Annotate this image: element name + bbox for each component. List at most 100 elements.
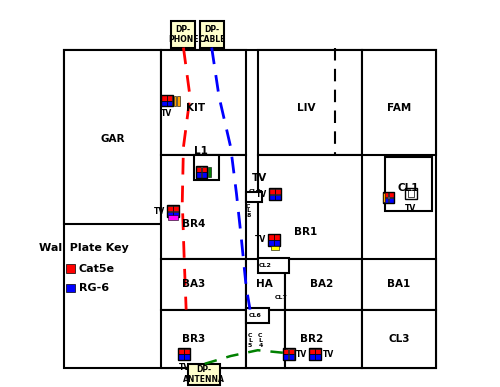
Bar bbox=[386, 157, 432, 211]
Bar bbox=[161, 95, 166, 101]
Bar bbox=[258, 50, 362, 155]
Text: C
L
5: C L 5 bbox=[248, 334, 252, 348]
Bar bbox=[167, 101, 172, 106]
Bar bbox=[202, 173, 207, 178]
Bar bbox=[268, 235, 274, 240]
Bar bbox=[270, 246, 279, 250]
Bar bbox=[309, 349, 314, 354]
Text: C
L
4: C L 4 bbox=[258, 334, 262, 348]
Text: CL2: CL2 bbox=[258, 263, 272, 267]
Bar bbox=[285, 259, 362, 310]
Bar bbox=[258, 155, 362, 259]
Bar bbox=[161, 259, 246, 310]
Bar bbox=[258, 258, 288, 273]
Text: BA2: BA2 bbox=[310, 279, 333, 289]
Bar bbox=[246, 259, 285, 310]
Text: BR3: BR3 bbox=[182, 334, 206, 344]
Bar bbox=[168, 215, 178, 220]
Text: TV: TV bbox=[256, 190, 267, 199]
Bar bbox=[174, 96, 176, 106]
Bar bbox=[315, 354, 320, 360]
Bar bbox=[64, 50, 161, 224]
Text: BA3: BA3 bbox=[182, 279, 206, 289]
Text: Wall Plate Key: Wall Plate Key bbox=[38, 243, 128, 253]
Text: CL6: CL6 bbox=[249, 313, 262, 318]
Bar bbox=[362, 310, 436, 368]
Text: DP-
PHONE: DP- PHONE bbox=[168, 25, 198, 44]
Bar bbox=[184, 349, 190, 354]
Bar bbox=[309, 348, 321, 360]
Text: L1: L1 bbox=[194, 146, 207, 156]
Bar bbox=[388, 198, 394, 203]
Bar bbox=[382, 193, 386, 202]
Bar bbox=[362, 259, 436, 310]
Bar bbox=[388, 192, 394, 197]
Text: DP-
ANTENNA: DP- ANTENNA bbox=[183, 365, 225, 384]
Bar bbox=[362, 50, 436, 155]
Bar bbox=[270, 189, 275, 194]
Bar bbox=[270, 195, 275, 200]
Bar bbox=[202, 167, 207, 172]
Bar bbox=[161, 101, 166, 106]
Text: TV: TV bbox=[178, 363, 190, 372]
Bar bbox=[64, 50, 436, 368]
Bar bbox=[246, 310, 285, 368]
Bar bbox=[194, 155, 219, 180]
Text: BR2: BR2 bbox=[300, 334, 324, 344]
Bar bbox=[275, 195, 280, 200]
Text: TV: TV bbox=[252, 173, 268, 183]
Bar bbox=[167, 206, 172, 211]
Text: LIV: LIV bbox=[297, 103, 316, 113]
Bar bbox=[200, 21, 224, 48]
Text: BR1: BR1 bbox=[294, 227, 318, 237]
Text: CL9: CL9 bbox=[248, 189, 262, 194]
Bar bbox=[66, 284, 74, 292]
Bar bbox=[382, 198, 388, 203]
Bar bbox=[309, 354, 314, 360]
Bar bbox=[167, 205, 179, 217]
Bar bbox=[315, 349, 320, 354]
Text: RG-6: RG-6 bbox=[78, 283, 108, 293]
Bar bbox=[173, 212, 178, 217]
Bar bbox=[283, 348, 294, 360]
Text: Cat5e: Cat5e bbox=[78, 264, 114, 274]
Text: TV: TV bbox=[161, 109, 172, 118]
Text: KIT: KIT bbox=[186, 103, 206, 113]
Bar bbox=[178, 354, 184, 360]
Text: GAR: GAR bbox=[100, 134, 125, 144]
Bar bbox=[288, 354, 294, 360]
Bar bbox=[171, 21, 196, 48]
Bar bbox=[167, 95, 172, 101]
Bar bbox=[405, 188, 417, 199]
Bar bbox=[283, 354, 288, 360]
Bar bbox=[285, 310, 362, 368]
Text: BR4: BR4 bbox=[182, 219, 206, 229]
Bar bbox=[268, 240, 274, 246]
Text: BA1: BA1 bbox=[388, 279, 410, 289]
Bar bbox=[161, 50, 246, 155]
Bar bbox=[246, 308, 270, 323]
Text: TV: TV bbox=[406, 204, 416, 212]
Bar bbox=[275, 189, 280, 194]
Bar bbox=[177, 96, 180, 106]
Bar bbox=[196, 173, 202, 178]
Text: CL7: CL7 bbox=[275, 295, 288, 300]
Bar bbox=[382, 192, 388, 197]
Bar bbox=[178, 349, 184, 354]
Bar bbox=[283, 349, 288, 354]
Text: TV: TV bbox=[323, 349, 334, 359]
Bar bbox=[382, 192, 394, 203]
Text: DP-
CABLE: DP- CABLE bbox=[198, 25, 226, 44]
Bar bbox=[178, 348, 190, 360]
Text: C
L
8: C L 8 bbox=[246, 204, 250, 218]
Bar bbox=[188, 364, 220, 385]
Bar bbox=[161, 155, 246, 259]
Bar bbox=[184, 354, 190, 360]
Text: TV: TV bbox=[255, 235, 266, 245]
Text: TV: TV bbox=[296, 349, 308, 359]
Bar bbox=[288, 349, 294, 354]
Bar bbox=[161, 310, 246, 368]
Bar bbox=[196, 166, 207, 178]
Text: FAM: FAM bbox=[387, 103, 411, 113]
Bar bbox=[274, 240, 280, 246]
